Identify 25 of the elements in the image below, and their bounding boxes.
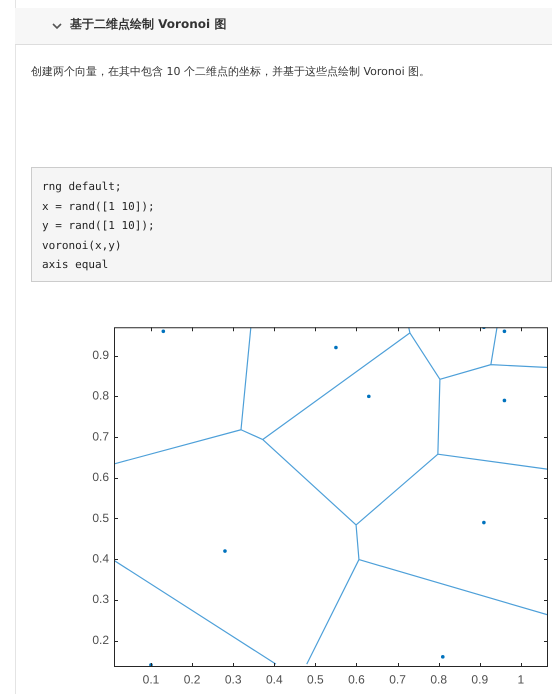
x-tick-label: 0.3 bbox=[224, 672, 242, 687]
x-tick-label: 0.9 bbox=[471, 672, 488, 687]
text: rng default; bbox=[42, 179, 122, 195]
x-tick-label: 0.1 bbox=[142, 672, 160, 687]
x-tick-label: 1 bbox=[518, 672, 525, 687]
chart-title: 基于二维点绘制 Voronoi 图 bbox=[70, 16, 226, 33]
text: x = rand([1 10]); bbox=[42, 198, 156, 214]
x-tick-label: 0.5 bbox=[307, 672, 324, 687]
y-tick-label: 0.6 bbox=[92, 470, 110, 484]
y-tick-label: 0.5 bbox=[92, 510, 110, 525]
text: voronoi(x,y) bbox=[42, 238, 122, 254]
x-tick-label: 0.7 bbox=[389, 672, 406, 687]
x-tick-label: 0.8 bbox=[430, 672, 448, 687]
y-tick-label: 0.4 bbox=[92, 551, 110, 566]
y-tick-label: 0.3 bbox=[92, 592, 110, 606]
text: y = rand([1 10]); bbox=[42, 218, 156, 234]
y-tick-label: 0.7 bbox=[92, 429, 110, 444]
y-tick-label: 0.8 bbox=[92, 388, 110, 403]
x-tick-label: 0.4 bbox=[266, 672, 283, 687]
y-tick-label: 0.2 bbox=[92, 632, 110, 647]
x-tick-label: 0.2 bbox=[184, 672, 201, 687]
y-tick-label: 0.9 bbox=[92, 348, 110, 362]
x-tick-label: 0.6 bbox=[348, 672, 366, 687]
chart-subtitle: 创建两个向量，在其中包含 10 个二维点的坐标，并基于这些点绘制 Voronoi 图。 bbox=[31, 64, 430, 79]
text: axis equal bbox=[42, 257, 110, 273]
